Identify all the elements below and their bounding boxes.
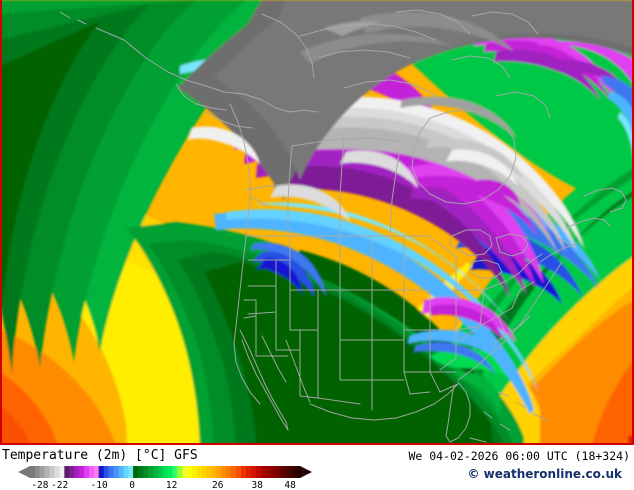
colorbar-swatch [172, 466, 178, 478]
temperature-colorbar[interactable]: -28 -22 -10 0 12 26 38 48 [0, 465, 320, 490]
colorbar-swatch [162, 466, 169, 478]
colorbar-swatch [34, 466, 41, 478]
colorbar-swatch [167, 466, 173, 478]
colorbar-swatch [196, 466, 203, 478]
colorbar-swatch [246, 466, 252, 478]
colorbar-swatch [250, 466, 257, 478]
colorbar-tick-labels: -28 -22 -10 0 12 26 38 48 [31, 480, 296, 490]
colorbar-tick-label: 38 [251, 480, 263, 490]
colorbar-swatch [275, 466, 281, 478]
colorbar-tick-label: 12 [166, 480, 177, 490]
colorbar-swatch [241, 466, 247, 478]
colorbar-swatch [280, 466, 286, 478]
colorbar-swatch [295, 466, 301, 478]
colorbar-swatch [285, 466, 291, 478]
colorbar-swatch [44, 466, 51, 478]
colorbar-swatch [64, 466, 70, 478]
colorbar-swatch [157, 466, 164, 478]
colorbar-swatch [201, 466, 208, 478]
map-canvas [0, 0, 634, 445]
colorbar-swatches [30, 466, 301, 478]
colorbar-swatch [69, 466, 75, 478]
copyright-notice: © weatheronline.co.uk [467, 467, 622, 481]
colorbar-right-arrow [300, 466, 312, 478]
colorbar-swatch [206, 466, 213, 478]
colorbar-swatch [133, 466, 139, 478]
map-footer: Temperature (2m) [°C] GFS We 04-02-2026 … [0, 445, 634, 490]
colorbar-tick-label: -28 [31, 480, 48, 490]
colorbar-swatch [59, 466, 65, 478]
colorbar-tick-label: 0 [129, 480, 135, 490]
colorbar-swatch [74, 466, 80, 478]
colorbar-swatch [260, 466, 267, 478]
colorbar-swatch [138, 466, 144, 478]
colorbar-swatch [98, 466, 105, 478]
colorbar-swatch [30, 466, 36, 478]
colorbar-swatch [128, 466, 134, 478]
temperature-map[interactable] [0, 0, 634, 445]
colorbar-tick-label: -22 [51, 480, 68, 490]
colorbar-swatch [236, 466, 242, 478]
colorbar-swatch [54, 466, 61, 478]
colorbar-swatch [142, 466, 149, 478]
map-title: Temperature (2m) [°C] GFS [2, 448, 198, 463]
colorbar-swatch [79, 466, 85, 478]
colorbar-swatch [290, 466, 296, 478]
colorbar-swatch [152, 466, 159, 478]
colorbar-swatch [84, 466, 90, 478]
colorbar-tick-label: 48 [284, 480, 296, 490]
colorbar-swatch [123, 466, 129, 478]
colorbar-swatch [221, 466, 227, 478]
colorbar-swatch [255, 466, 262, 478]
colorbar-swatch [113, 466, 119, 478]
colorbar-swatch [93, 466, 100, 478]
colorbar-swatch [265, 466, 272, 478]
colorbar-swatch [39, 466, 46, 478]
colorbar-canvas: -28 -22 -10 0 12 26 38 48 [18, 466, 312, 490]
forecast-run-timestamp: We 04-02-2026 06:00 UTC (18+324) [408, 449, 630, 463]
colorbar-swatch [216, 466, 223, 478]
colorbar-swatch [147, 466, 154, 478]
colorbar-swatch [270, 466, 277, 478]
colorbar-swatch [108, 466, 115, 478]
colorbar-swatch [182, 466, 188, 478]
colorbar-tick-label: -10 [91, 480, 108, 490]
colorbar-swatch [226, 466, 232, 478]
colorbar-swatch [49, 466, 56, 478]
colorbar-swatch [103, 466, 110, 478]
colorbar-swatch [177, 466, 183, 478]
colorbar-swatch [231, 466, 237, 478]
colorbar-left-arrow [18, 466, 30, 478]
colorbar-swatch [211, 466, 218, 478]
colorbar-tick-label: 26 [212, 480, 224, 490]
colorbar-swatch [192, 466, 198, 478]
colorbar-swatch [88, 466, 95, 478]
colorbar-swatch [118, 466, 124, 478]
colorbar-swatch [187, 466, 193, 478]
